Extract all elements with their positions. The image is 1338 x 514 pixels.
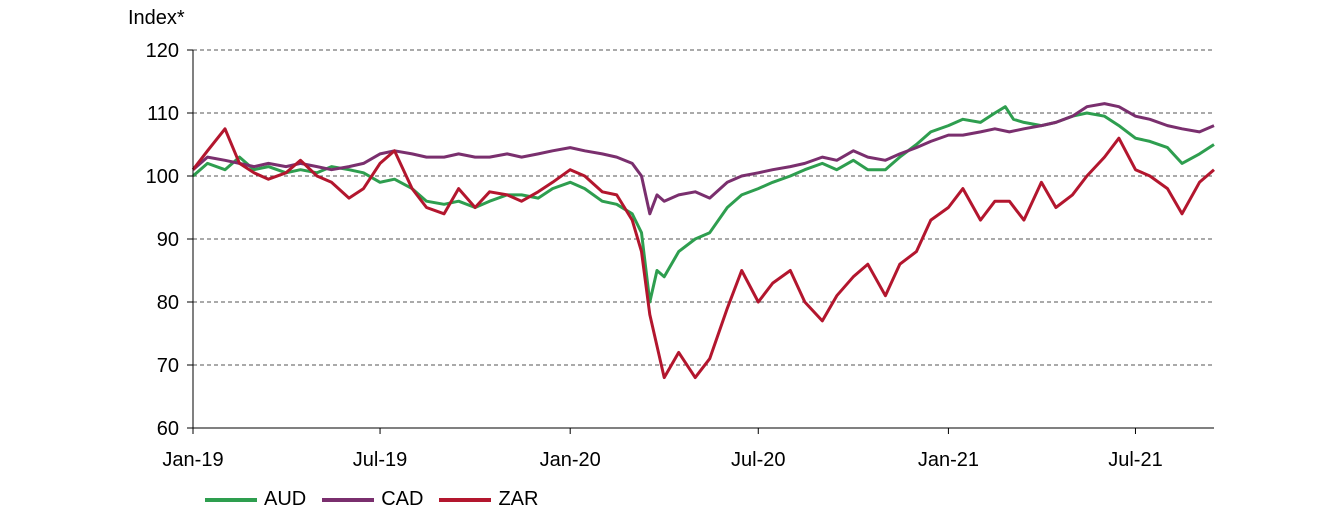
legend-swatch-zar [439, 497, 492, 502]
legend-label-zar: ZAR [498, 488, 539, 510]
series-line-zar [191, 127, 1215, 380]
series-lines [191, 102, 1215, 380]
y-tick-label: 80 [157, 292, 179, 314]
legend-item-cad: CAD [322, 488, 423, 511]
x-tick-label: Jul-20 [731, 449, 785, 471]
y-tick-label: 90 [157, 229, 179, 251]
x-tick-label: Jan-19 [162, 449, 223, 471]
legend: AUD CAD ZAR [205, 488, 538, 511]
y-tick-label: 120 [146, 40, 179, 62]
y-tick-label: 70 [157, 355, 179, 377]
y-tick-label: 60 [157, 418, 179, 440]
series-line-cad [192, 102, 1215, 216]
gridlines [193, 49, 1214, 366]
x-tick-label: Jan-21 [918, 449, 979, 471]
legend-swatch-cad [322, 497, 375, 502]
x-axis-ticks: Jan-19 Jul-19 Jan-20 Jul-20 Jan-21 Jul-21 [162, 428, 1163, 471]
legend-swatch-aud [205, 497, 257, 502]
legend-label-cad: CAD [381, 488, 424, 510]
y-tick-label: 110 [147, 103, 179, 125]
legend-label-aud: AUD [264, 488, 307, 510]
legend-item-aud: AUD [205, 488, 306, 511]
series-line-aud [192, 105, 1215, 304]
legend-item-zar: ZAR [439, 488, 538, 511]
x-tick-label: Jan-20 [540, 449, 601, 471]
y-axis-label: Index* [128, 7, 185, 29]
x-tick-label: Jul-19 [353, 449, 407, 471]
x-tick-label: Jul-21 [1108, 449, 1162, 471]
y-tick-label: 100 [146, 166, 179, 188]
y-axis-ticks: 60 70 80 90 100 110 120 [146, 40, 193, 440]
